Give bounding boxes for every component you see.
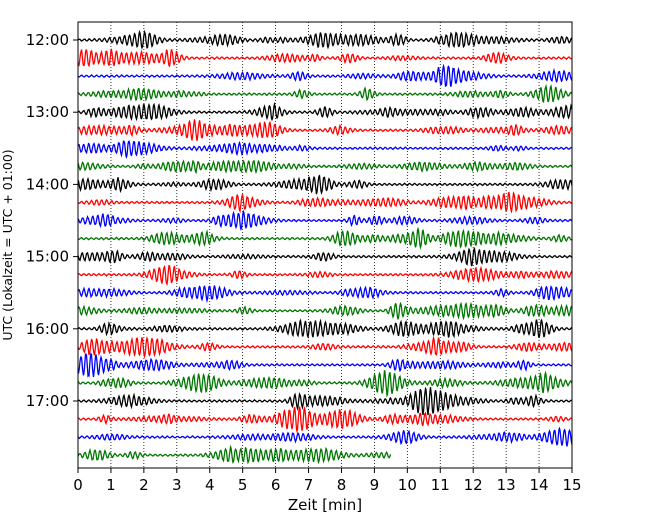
seismogram-trace <box>77 444 392 465</box>
seismogram-trace <box>77 352 573 378</box>
seismogram-trace <box>77 140 573 159</box>
x-tick-label: 10 <box>398 476 417 494</box>
seismogram-trace <box>77 29 573 50</box>
seismogram-trace <box>77 247 573 267</box>
seismogram-trace <box>77 174 573 195</box>
x-tick-label: 6 <box>271 476 281 494</box>
seismogram-trace <box>77 209 573 231</box>
x-tick-label: 12 <box>464 476 483 494</box>
seismogram-trace <box>77 159 573 175</box>
seismogram-trace <box>77 119 573 141</box>
x-tick-label: 4 <box>205 476 215 494</box>
x-tick-label: 1 <box>106 476 116 494</box>
x-tick-label: 0 <box>73 476 83 494</box>
x-tick-label: 9 <box>370 476 380 494</box>
y-tick-label: 13:00 <box>26 103 69 121</box>
x-tick-label: 3 <box>172 476 182 494</box>
seismogram-trace <box>77 426 573 447</box>
x-tick-label: 15 <box>562 476 581 494</box>
seismogram-trace <box>77 226 573 250</box>
seismogram-trace <box>77 83 573 103</box>
seismogram-trace <box>77 285 573 304</box>
seismogram-trace <box>77 406 573 434</box>
grid-layer <box>110 22 540 468</box>
seismogram-trace <box>77 101 573 122</box>
trace-layer <box>77 29 573 465</box>
seismogram-trace <box>77 191 573 214</box>
y-tick-label: 15:00 <box>26 248 69 266</box>
x-tick-label: 7 <box>304 476 314 494</box>
seismogram-trace <box>77 335 573 359</box>
x-tick-label: 13 <box>497 476 516 494</box>
seismogram-trace <box>77 48 573 68</box>
seismogram-trace <box>77 318 573 339</box>
x-tick-label: 14 <box>530 476 549 494</box>
y-tick-layer: 12:00 13:00 14:00 15:00 16:00 17:00 <box>26 31 78 410</box>
x-tick-layer: 0 1 2 3 4 5 6 7 8 9 10 11 12 13 14 15 <box>73 468 582 494</box>
x-tick-label: 8 <box>337 476 347 494</box>
seismogram-trace <box>77 386 573 416</box>
plot-frame <box>77 21 573 469</box>
y-tick-label: 12:00 <box>26 31 69 49</box>
y-tick-label: 17:00 <box>26 392 69 410</box>
x-tick-label: 2 <box>139 476 149 494</box>
seismogram-trace <box>77 370 573 398</box>
x-tick-label: 11 <box>431 476 450 494</box>
seismogram-trace <box>77 301 573 321</box>
y-tick-label: 14:00 <box>26 175 69 193</box>
seismogram-trace <box>77 264 573 286</box>
seismogram-trace <box>77 63 573 88</box>
y-tick-label: 16:00 <box>26 320 69 338</box>
x-tick-label: 5 <box>238 476 248 494</box>
x-axis-label: Zeit [min] <box>288 496 362 514</box>
y-axis-label: UTC (Lokalzeit = UTC + 01:00) <box>0 149 15 340</box>
